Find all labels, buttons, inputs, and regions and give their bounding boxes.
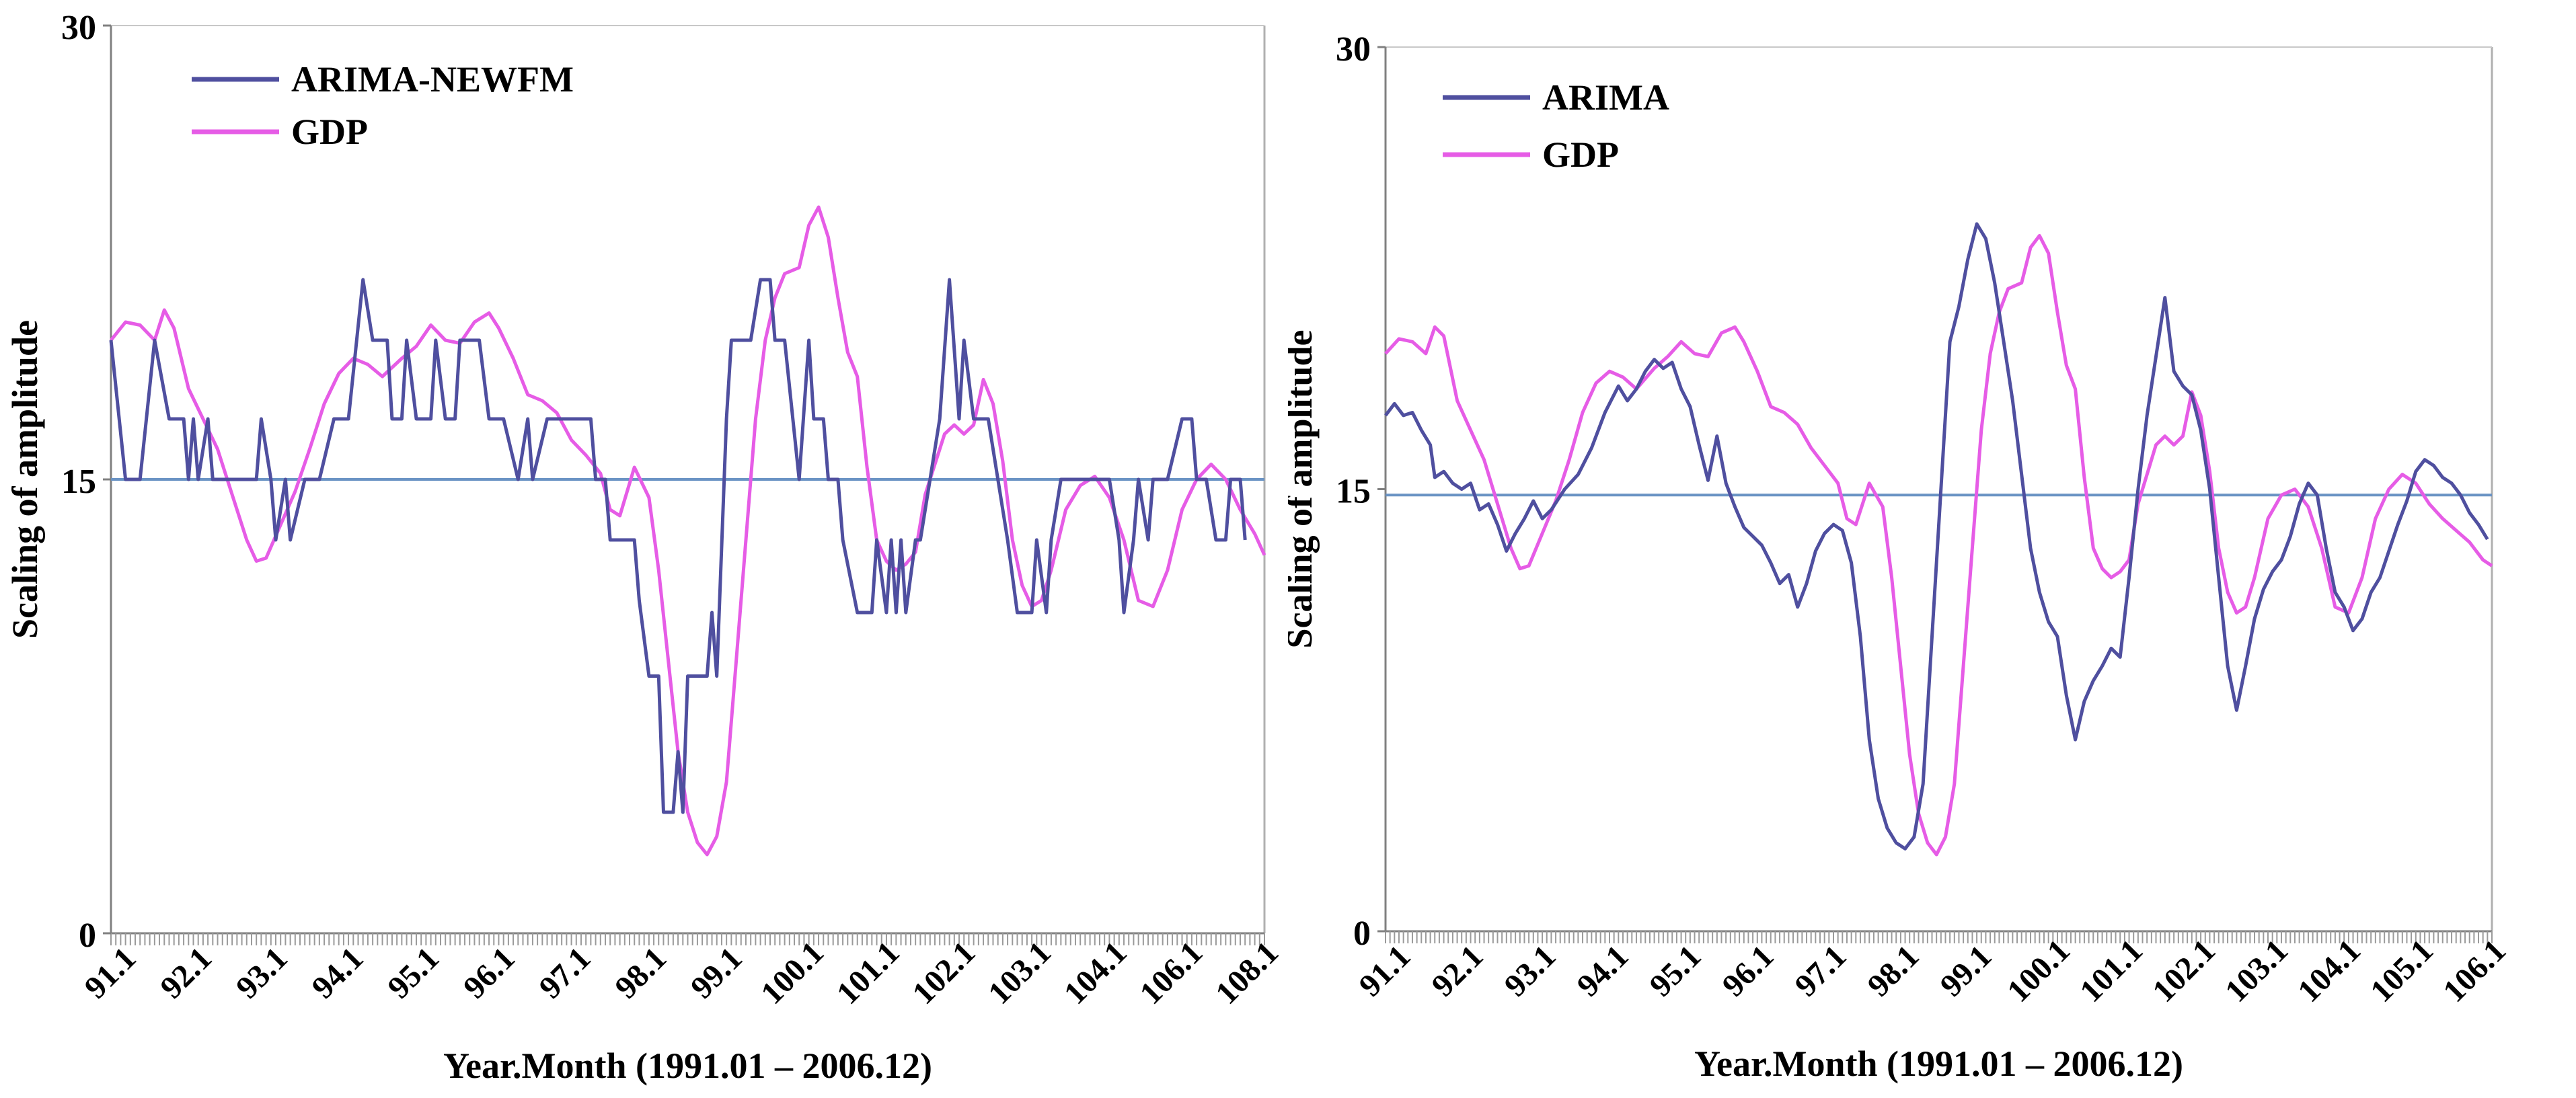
x-tick-label: 93.1 — [1498, 939, 1563, 1004]
y-tick-label: 30 — [1336, 30, 1371, 69]
chart-arima: 0 15 30 91.1 92.1 93.1 94.1 95.1 96.1 97.1 98.1 99.… — [1288, 0, 2576, 1098]
x-tick-label: 104.1 — [1057, 935, 1134, 1011]
y-tick-label: 0 — [79, 916, 96, 955]
x-axis-title: Year.Month (1991.01 – 2006.12) — [443, 1046, 932, 1086]
y-axis-title: Scaling of amplitude — [1288, 329, 1320, 648]
legend: ARIMA GDP — [1443, 77, 1669, 175]
x-tick-label: 102.1 — [2146, 933, 2222, 1009]
x-tick-label: 97.1 — [533, 941, 598, 1006]
y-tick-label: 30 — [61, 9, 96, 47]
x-tick-label: 106.1 — [1133, 935, 1209, 1011]
x-tick-label: 93.1 — [229, 941, 295, 1006]
series-line-arima — [1384, 222, 2489, 851]
x-tick-label: 103.1 — [2218, 933, 2295, 1009]
legend: ARIMA-NEWFM GDP — [192, 59, 574, 152]
y-tick-label: 0 — [1353, 914, 1371, 953]
legend-label-arima: ARIMA — [1542, 77, 1669, 118]
series-line-gdp — [1384, 234, 2493, 857]
x-tick-label: 95.1 — [1643, 939, 1708, 1004]
x-tick-label: 100.1 — [2000, 933, 2077, 1009]
x-tick-label: 92.1 — [153, 941, 219, 1006]
x-tick-label: 100.1 — [754, 935, 831, 1011]
x-tick-label: 103.1 — [981, 935, 1058, 1011]
y-tick-label: 15 — [1336, 473, 1371, 511]
y-tick-label: 15 — [61, 463, 96, 501]
legend-label-gdp: GDP — [291, 112, 368, 152]
x-tick-label: 102.1 — [905, 935, 982, 1011]
x-tick-label: 92.1 — [1425, 939, 1490, 1004]
x-tick-label: 105.1 — [2363, 933, 2440, 1009]
chart-arima-newfm: 0 15 30 91.1 92.1 93.1 94.1 95.1 96.1 97.1 98.1 99.… — [5, 9, 1285, 1086]
x-tick-label: 101.1 — [2073, 933, 2150, 1009]
x-tick-label: 101.1 — [830, 935, 907, 1011]
x-axis-title: Year.Month (1991.01 – 2006.12) — [1694, 1044, 2183, 1084]
legend-label-arima-newfm: ARIMA-NEWFM — [291, 59, 574, 100]
x-tick-label: 94.1 — [305, 941, 371, 1006]
x-tick-label: 99.1 — [1934, 939, 1999, 1004]
y-axis-title: Scaling of amplitude — [5, 320, 45, 639]
x-tick-label: 106.1 — [2436, 933, 2513, 1009]
x-tick-label: 99.1 — [684, 941, 749, 1006]
x-tick-label: 98.1 — [608, 941, 673, 1006]
series-line-gdp — [110, 205, 1266, 857]
x-minor-ticks — [1385, 931, 2493, 943]
x-tick-label: 96.1 — [457, 941, 522, 1006]
x-tick-label: 97.1 — [1788, 939, 1854, 1004]
x-minor-ticks — [110, 933, 1265, 945]
x-tick-label: 96.1 — [1716, 939, 1781, 1004]
x-tick-label: 98.1 — [1861, 939, 1926, 1004]
x-tick-label: 95.1 — [381, 941, 446, 1006]
legend-label-gdp: GDP — [1542, 134, 1619, 175]
series-line-arima-newfm — [109, 278, 1247, 814]
x-tick-label: 104.1 — [2291, 933, 2367, 1009]
x-tick-label: 108.1 — [1209, 935, 1285, 1011]
x-tick-label: 94.1 — [1570, 939, 1636, 1004]
